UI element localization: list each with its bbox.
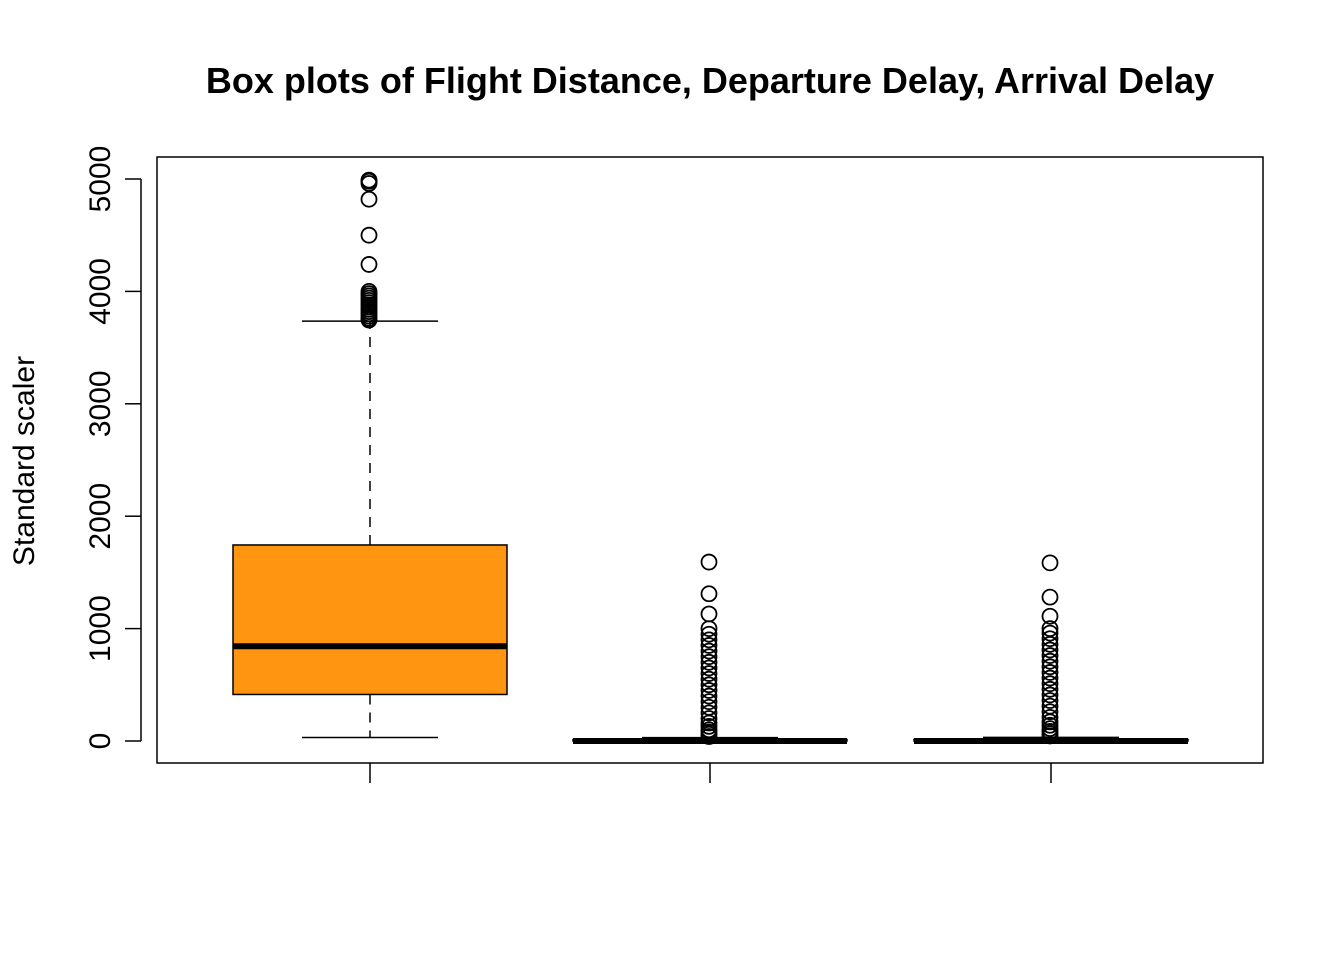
outlier-point <box>700 665 718 682</box>
outlier-point <box>1041 686 1059 704</box>
outlier-point <box>1041 658 1059 676</box>
y-tick-label: 0 <box>84 733 117 750</box>
y-axis: 0 1000 2000 3000 4000 5000 <box>84 146 142 750</box>
chart-title: Box plots of Flight Distance, Departure … <box>206 60 1214 101</box>
outlier-point <box>1041 554 1059 572</box>
y-tick-label: 4000 <box>84 258 117 325</box>
outlier-point <box>700 653 718 671</box>
outlier-point <box>700 687 718 705</box>
outlier-point <box>700 710 718 727</box>
outlier-point <box>700 631 718 649</box>
outlier-point <box>1041 692 1059 709</box>
y-tick-label: 5000 <box>84 146 117 213</box>
outlier-point <box>1041 624 1059 642</box>
y-tick-label: 2000 <box>84 483 117 550</box>
outlier-point <box>1041 697 1059 715</box>
outlier-point <box>1041 620 1059 637</box>
outlier-point <box>1041 630 1059 648</box>
outlier-point <box>700 642 718 660</box>
y-axis-label: Standard scaler <box>8 356 41 566</box>
outlier-point <box>1041 669 1059 687</box>
box-group <box>572 553 848 745</box>
box-group <box>913 554 1189 745</box>
outlier-point <box>360 190 378 208</box>
box-iqr <box>232 544 508 696</box>
outlier-point <box>700 625 718 643</box>
outlier-point <box>700 693 718 711</box>
outlier-point <box>1041 703 1059 721</box>
outlier-point <box>1041 607 1059 625</box>
outlier-point <box>1041 680 1059 698</box>
outlier-point <box>1041 708 1059 726</box>
y-tick-label: 1000 <box>84 595 117 662</box>
outlier-point <box>1041 641 1059 659</box>
outlier-point <box>700 648 718 666</box>
outlier-point <box>700 670 718 688</box>
y-tick-label: 3000 <box>84 370 117 437</box>
outlier-point <box>700 704 718 722</box>
x-axis <box>369 763 1052 783</box>
boxes <box>232 171 1189 745</box>
outlier-point <box>700 637 718 654</box>
outlier-point <box>700 659 718 677</box>
outlier-point <box>700 698 718 716</box>
outlier-point <box>700 682 718 699</box>
outlier-point <box>1041 647 1059 664</box>
outlier-point <box>700 553 718 571</box>
outlier-point <box>1041 675 1059 693</box>
outlier-point <box>700 585 718 603</box>
outlier-point <box>360 256 378 273</box>
box-group <box>232 171 508 739</box>
outlier-point <box>1041 664 1059 681</box>
outlier-point <box>1041 588 1059 606</box>
outlier-point <box>1041 652 1059 670</box>
outlier-point <box>360 282 378 300</box>
outlier-point <box>360 171 378 189</box>
outlier-point <box>700 605 718 623</box>
outlier-point <box>360 226 378 244</box>
outlier-point <box>700 676 718 694</box>
